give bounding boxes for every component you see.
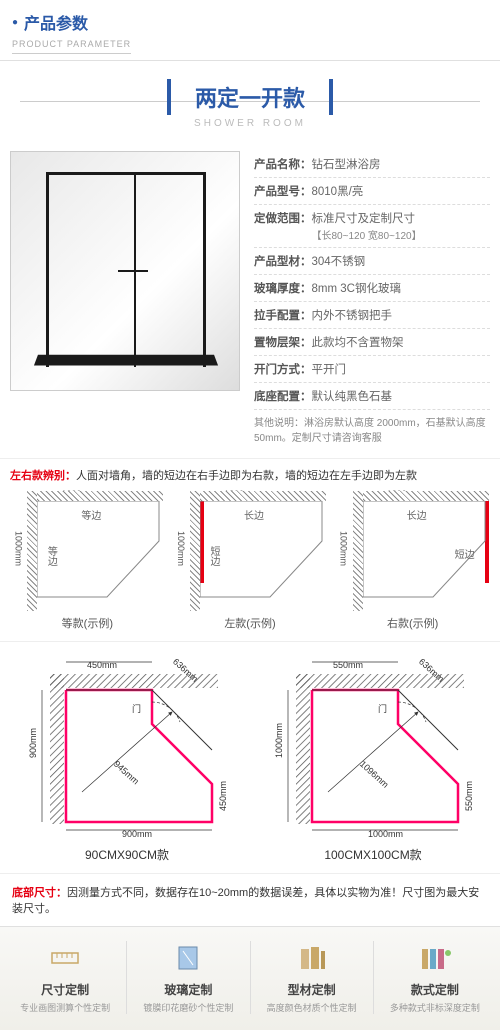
dim-w-top: 550mm bbox=[333, 660, 363, 670]
style-icon bbox=[378, 941, 492, 975]
spec-label: 拉手配置： bbox=[254, 307, 312, 323]
feature-item: 尺寸定制 专业画图测算个性定制 bbox=[4, 941, 127, 1014]
spec-value: 8010黑/亮 bbox=[312, 186, 364, 198]
edge-label-side: 短边 bbox=[455, 546, 475, 561]
dim-h-left: 900mm bbox=[28, 728, 38, 758]
diagram-caption: 90CMX90CM款 bbox=[12, 846, 242, 863]
diagram-caption: 右款(示例) bbox=[337, 615, 489, 631]
layout-diagram: 1200mm 1000mm 长边 短边 左款(示例) bbox=[174, 491, 326, 631]
spec-row: 玻璃厚度：8mm 3C钢化玻璃 bbox=[254, 275, 490, 302]
feature-item: 型材定制 高度颜色材质个性定制 bbox=[251, 941, 374, 1014]
ruler-icon bbox=[8, 941, 122, 975]
dim-h-left2: 550mm bbox=[464, 781, 474, 811]
spec-value: 304不锈钢 bbox=[312, 256, 366, 268]
bottom-note: 底部尺寸：因测量方式不同，数据存在10~20mm的数据误差，具体以实物为准！尺寸… bbox=[0, 873, 500, 926]
dim-diag-in: 945mm bbox=[112, 759, 141, 787]
spec-row: 置物层架：此款均不含置物架 bbox=[254, 329, 490, 356]
spec-value: 此款均不含置物架 bbox=[312, 337, 404, 349]
feature-item: 玻璃定制 镀膜印花磨砂个性定制 bbox=[127, 941, 250, 1014]
spec-row: 产品名称：钻石型淋浴房 bbox=[254, 151, 490, 178]
edge-label-top: 等边 bbox=[81, 507, 101, 522]
spec-label: 玻璃厚度： bbox=[254, 280, 312, 296]
feature-sub: 专业画图测算个性定制 bbox=[8, 1001, 122, 1014]
feature-title: 尺寸定制 bbox=[8, 981, 122, 998]
distinguish-note: 左右款辨别：人面对墙角，墙的短边在右手边即为右款，墙的短边在左手边即为左款 bbox=[0, 458, 500, 487]
spec-note: 其他说明：淋浴房默认高度 2000mm，石基默认高度50mm。定制尺寸请咨询客服 bbox=[254, 416, 490, 446]
bottom-label: 底部尺寸： bbox=[12, 887, 67, 899]
style-section: 两定一开款 SHOWER ROOM bbox=[0, 61, 500, 143]
header: 产品参数 PRODUCT PARAMETER bbox=[0, 0, 500, 61]
feature-title: 款式定制 bbox=[378, 981, 492, 998]
feature-item: 款式定制 多种款式非标深度定制 bbox=[374, 941, 496, 1014]
diagram-caption: 等款(示例) bbox=[11, 615, 163, 631]
glass-icon bbox=[131, 941, 245, 975]
spec-row: 产品型材：304不锈钢 bbox=[254, 248, 490, 275]
spec-sublabel: 【长80~120 宽80~120】 bbox=[312, 227, 422, 242]
spec-label: 开门方式： bbox=[254, 361, 312, 377]
spec-value: 默认纯黑色石基 bbox=[312, 391, 393, 403]
spec-row: 开门方式：平开门 bbox=[254, 356, 490, 383]
spec-label: 产品型材： bbox=[254, 253, 312, 269]
dim-w-bot: 900mm bbox=[122, 829, 152, 839]
edge-label-top: 长边 bbox=[407, 507, 427, 522]
dimension-diagram: 550mm 636mm 1000mm 550mm 1096mm 1000mm 门… bbox=[258, 652, 488, 863]
dim-h-left2: 450mm bbox=[218, 781, 228, 811]
spec-value: 内外不锈钢把手 bbox=[312, 310, 393, 322]
distinguish-text: 人面对墙角，墙的短边在右手边即为右款，墙的短边在左手边即为左款 bbox=[76, 470, 417, 482]
dimension-diagram: 450mm 636mm 900mm 450mm 945mm 900mm 门 90… bbox=[12, 652, 242, 863]
dimension-diagrams-2: 450mm 636mm 900mm 450mm 945mm 900mm 门 90… bbox=[0, 641, 500, 873]
header-title: 产品参数 bbox=[12, 10, 488, 34]
spec-label: 底座配置： bbox=[254, 388, 312, 404]
spec-value: 钻石型淋浴房 bbox=[312, 159, 381, 171]
diagram-caption: 100CMX100CM款 bbox=[258, 846, 488, 863]
edge-label-side: 等边 bbox=[43, 546, 58, 566]
spec-value: 标准尺寸及定制尺寸 bbox=[312, 213, 416, 225]
dim-diag-in: 1096mm bbox=[358, 759, 391, 790]
dim-left: 1000mm bbox=[339, 531, 349, 566]
profile-icon bbox=[255, 941, 369, 975]
dim-left: 1000mm bbox=[13, 531, 23, 566]
spec-row: 产品型号：8010黑/亮 bbox=[254, 178, 490, 205]
spec-value: 8mm 3C钢化玻璃 bbox=[312, 283, 401, 295]
layout-diagram: 1200mm 1000mm 长边 短边 右款(示例) bbox=[337, 491, 489, 631]
door-label: 门 bbox=[378, 703, 387, 714]
style-title: 两定一开款 bbox=[167, 79, 333, 115]
feature-row: 尺寸定制 专业画图测算个性定制 玻璃定制 镀膜印花磨砂个性定制 型材定制 高度颜… bbox=[0, 926, 500, 1030]
feature-sub: 镀膜印花磨砂个性定制 bbox=[131, 1001, 245, 1014]
bottom-text: 因测量方式不同，数据存在10~20mm的数据误差，具体以实物为准！尺寸图为最大安… bbox=[12, 887, 479, 915]
door-label: 门 bbox=[132, 703, 141, 714]
diagram-caption: 左款(示例) bbox=[174, 615, 326, 631]
feature-sub: 多种款式非标深度定制 bbox=[378, 1001, 492, 1014]
dim-left: 1000mm bbox=[176, 531, 186, 566]
feature-sub: 高度颜色材质个性定制 bbox=[255, 1001, 369, 1014]
spec-row: 底座配置：默认纯黑色石基 bbox=[254, 383, 490, 410]
spec-label: 置物层架： bbox=[254, 334, 312, 350]
dim-w-bot: 1000mm bbox=[368, 829, 403, 839]
product-section: 产品名称：钻石型淋浴房产品型号：8010黑/亮定做范围：标准尺寸及定制尺寸【长8… bbox=[0, 143, 500, 458]
spec-value: 平开门 bbox=[312, 364, 347, 376]
edge-label-top: 长边 bbox=[244, 507, 264, 522]
feature-title: 玻璃定制 bbox=[131, 981, 245, 998]
layout-diagram: 1000mm 1000mm 等边 等边 等款(示例) bbox=[11, 491, 163, 631]
spec-label: 产品名称： bbox=[254, 156, 312, 172]
style-subtitle: SHOWER ROOM bbox=[0, 118, 500, 135]
edge-label-side: 短边 bbox=[206, 546, 221, 566]
product-image bbox=[10, 151, 240, 391]
spec-row: 定做范围：标准尺寸及定制尺寸【长80~120 宽80~120】 bbox=[254, 205, 490, 248]
layout-diagrams-3: 1000mm 1000mm 等边 等边 等款(示例) 1200mm 1000mm… bbox=[0, 487, 500, 641]
feature-title: 型材定制 bbox=[255, 981, 369, 998]
spec-row: 拉手配置：内外不锈钢把手 bbox=[254, 302, 490, 329]
distinguish-label: 左右款辨别： bbox=[10, 470, 76, 482]
spec-label: 定做范围： bbox=[254, 210, 312, 242]
header-subtitle: PRODUCT PARAMETER bbox=[12, 39, 131, 54]
dim-h-left: 1000mm bbox=[274, 723, 284, 758]
dim-w-top: 450mm bbox=[87, 660, 117, 670]
spec-label: 产品型号： bbox=[254, 183, 312, 199]
spec-table: 产品名称：钻石型淋浴房产品型号：8010黑/亮定做范围：标准尺寸及定制尺寸【长8… bbox=[240, 151, 490, 446]
